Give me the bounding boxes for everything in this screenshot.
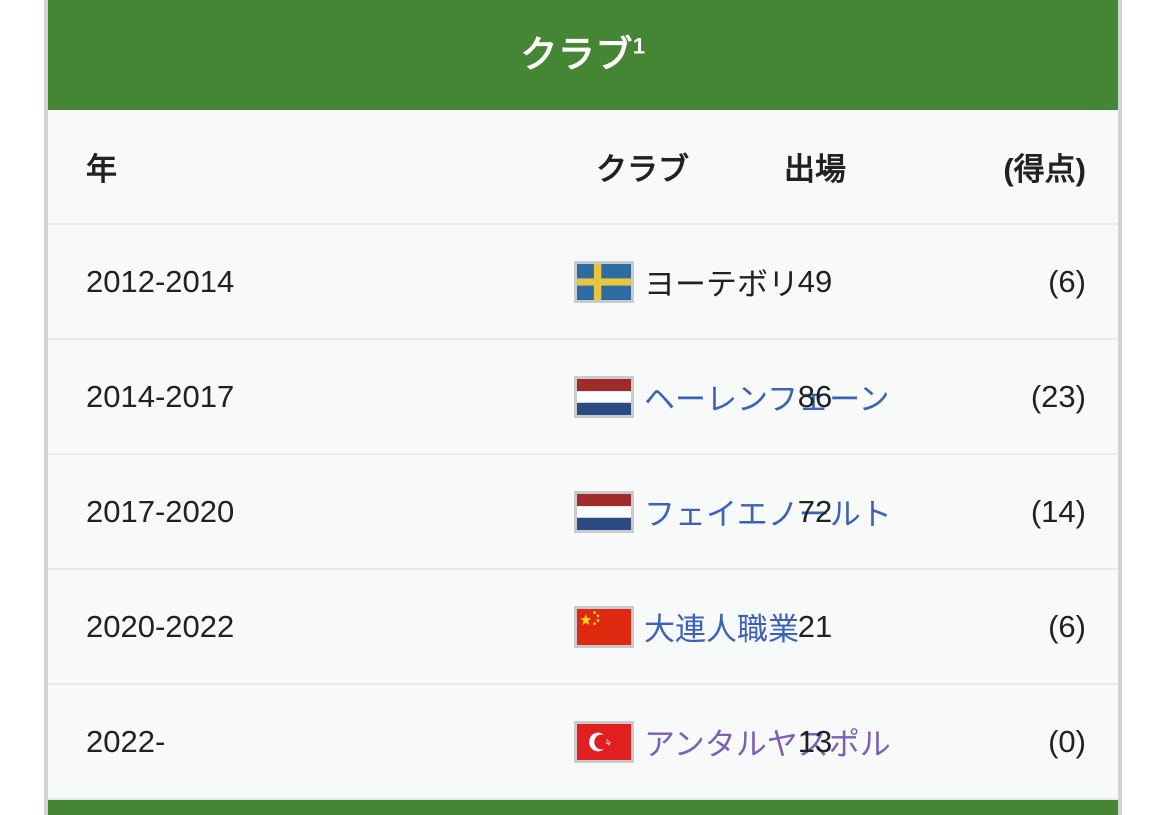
cell-year: 2022- [48, 683, 298, 798]
table-row: 2022- [48, 683, 1118, 798]
cell-year: 2014-2017 [48, 338, 298, 454]
table-row: 2020-2022 [48, 568, 1118, 684]
cell-club: フェイエノールト [298, 453, 892, 569]
column-header-year: 年 [86, 152, 117, 187]
club-name-link[interactable]: ヘーレンフェーン [644, 382, 890, 417]
club-name: ヨーテボリ [644, 267, 799, 302]
section-footer-bar [48, 798, 1118, 815]
club-name-link[interactable]: 大連人職業 [644, 612, 799, 647]
netherlands-flag-icon [574, 375, 634, 418]
cell-goals: (14) [922, 453, 1118, 569]
cell-club: 大連人職業 [298, 568, 799, 684]
table-row: 2014-2017 ヘーレンフェーン [48, 338, 1118, 454]
cell-club: アンタルヤスポル [298, 683, 891, 798]
turkey-flag-icon [574, 720, 634, 763]
section-header-footnote: 1 [632, 33, 646, 59]
cell-goals: (6) [922, 568, 1118, 684]
cell-goals: (23) [922, 338, 1118, 454]
cell-apps: 86 [708, 338, 922, 454]
column-header-goals: (得点) [1003, 152, 1086, 187]
club-career-infobox: クラブ1 年 クラブ 出場 (得点) 2012-2014 [44, 0, 1122, 815]
table-row: 2012-2014 ヨーテボリ [48, 223, 1118, 339]
table-row: 2017-2020 フェイエノールト [48, 453, 1118, 569]
cell-goals: (6) [922, 223, 1118, 339]
section-header: クラブ1 [48, 0, 1118, 110]
column-header-club: クラブ [596, 152, 689, 187]
cell-apps: 13 [708, 683, 922, 798]
cell-club: ヨーテボリ [298, 223, 799, 339]
cell-apps: 72 [708, 453, 922, 569]
cell-apps: 21 [708, 568, 922, 684]
china-flag-icon [574, 605, 634, 648]
section-header-title: クラブ [520, 34, 633, 75]
cell-apps: 49 [708, 223, 922, 339]
column-header-apps: 出場 [784, 152, 846, 187]
club-name-link[interactable]: フェイエノールト [644, 497, 892, 532]
cell-year: 2017-2020 [48, 453, 298, 569]
cell-club: ヘーレンフェーン [298, 338, 890, 454]
club-name-link[interactable]: アンタルヤスポル [644, 727, 891, 762]
sweden-flag-icon [574, 260, 634, 303]
club-career-table: 年 クラブ 出場 (得点) 2012-2014 [48, 110, 1118, 798]
netherlands-flag-icon [574, 490, 634, 533]
cell-year: 2012-2014 [48, 223, 298, 339]
cell-goals: (0) [922, 683, 1118, 798]
cell-year: 2020-2022 [48, 568, 298, 684]
table-header-row: 年 クラブ 出場 (得点) [48, 110, 1118, 224]
